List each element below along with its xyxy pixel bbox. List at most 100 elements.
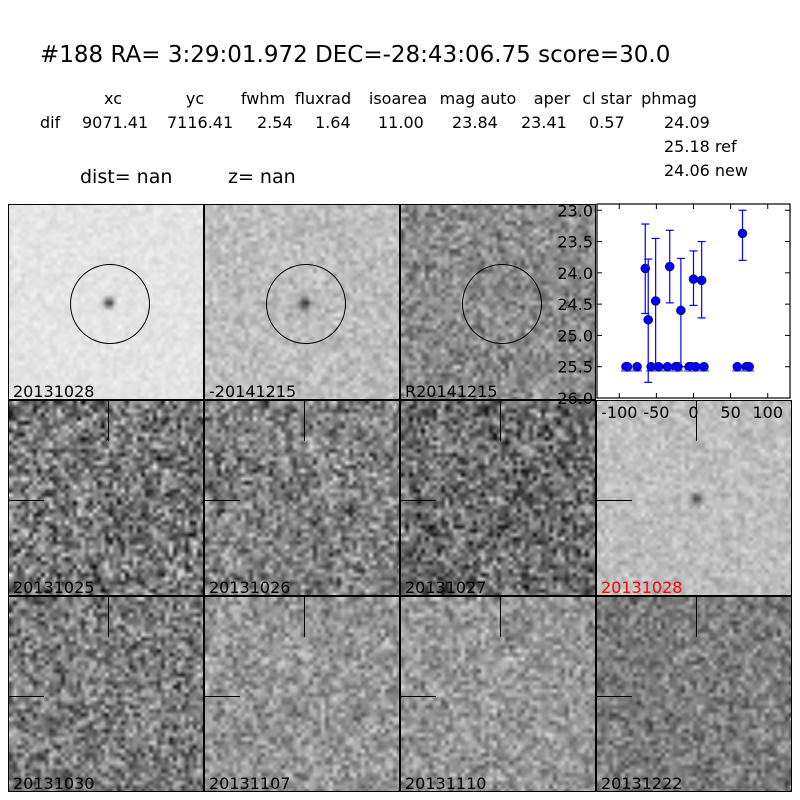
new-mag: 24.06 new <box>664 161 748 180</box>
crosshair-tick <box>500 401 502 441</box>
cutout-date-label: 20131222 <box>601 774 683 792</box>
aperture-circle <box>462 264 542 344</box>
data-point <box>650 296 661 306</box>
cutout-date-label: 20131107 <box>209 774 291 792</box>
crosshair-tick <box>500 597 502 637</box>
data-point <box>676 305 686 316</box>
crosshair-tick <box>696 597 698 637</box>
data-point <box>664 261 675 272</box>
cutout-date-label: 20131030 <box>13 774 95 792</box>
column-value: 7116.41 <box>167 113 234 132</box>
column-value: 23.41 <box>521 113 567 132</box>
upper-limit-point <box>632 361 642 372</box>
row-label: dif <box>40 113 61 132</box>
cutout-panel: 20131222 <box>596 596 792 792</box>
crosshair-tick <box>108 597 110 637</box>
cutout-image <box>9 597 203 791</box>
cutout-image <box>205 401 399 595</box>
cutout-image <box>597 597 791 791</box>
column-value: 24.09 <box>664 113 710 132</box>
x-tick-label: 50 <box>720 403 740 422</box>
y-tick-label: 25.0 <box>557 326 593 345</box>
column-header: mag auto <box>439 89 517 108</box>
z-value: z= nan <box>228 166 296 188</box>
cutout-date-label: 20131027 <box>405 578 487 596</box>
column-value: 23.84 <box>452 113 498 132</box>
aperture-circle <box>70 264 150 344</box>
cutout-panel: R20141215 <box>400 204 596 400</box>
y-tick-label: 23.5 <box>557 233 593 252</box>
cutout-image <box>597 401 791 595</box>
cutout-date-label: 20131025 <box>13 578 95 596</box>
cutout-date-label: R20141215 <box>405 382 498 400</box>
cutout-date-label: 20131110 <box>405 774 487 792</box>
crosshair-tick <box>108 401 110 441</box>
crosshair-tick <box>401 696 436 698</box>
light-curve-plot: 23.0 23.5 24.0 24.5 25.0 25.5 26.0 -100 -50 0 50 10… <box>557 201 791 422</box>
cutout-date-label: 20131028 <box>13 382 95 400</box>
y-tick-label: 24.0 <box>557 264 593 283</box>
crosshair-tick <box>205 500 240 502</box>
column-header: fluxrad <box>294 89 352 108</box>
cutout-panel: 20131030 <box>8 596 204 792</box>
upper-limit-point <box>699 361 709 372</box>
crosshair-tick <box>696 401 698 441</box>
data-point <box>696 275 707 286</box>
crosshair-tick <box>304 597 306 637</box>
upper-limit-point <box>732 361 743 372</box>
y-tick-label: 23.0 <box>557 201 593 220</box>
crosshair-tick <box>597 696 632 698</box>
y-tick-label: 26.0 <box>557 389 593 408</box>
cutout-image <box>401 597 595 791</box>
column-header: cl star <box>582 89 632 108</box>
crosshair-tick <box>205 696 240 698</box>
cutout-panel: 20131025 <box>8 400 204 596</box>
column-value: 9071.41 <box>82 113 149 132</box>
crosshair-tick <box>9 696 44 698</box>
cutout-image <box>205 597 399 791</box>
y-tick-label: 25.5 <box>557 358 593 377</box>
upper-limit-point <box>744 361 754 372</box>
column-header: xc <box>104 89 122 108</box>
cutout-panel: 20131110 <box>400 596 596 792</box>
x-tick-label: -100 <box>601 403 637 422</box>
data-point <box>688 274 699 284</box>
crosshair-tick <box>9 500 44 502</box>
column-value: 0.57 <box>589 113 625 132</box>
crosshair-tick <box>597 500 632 502</box>
figure-title: #188 RA= 3:29:01.972 DEC=-28:43:06.75 sc… <box>40 42 671 68</box>
column-header: isoarea <box>368 89 428 108</box>
data-point <box>643 315 653 325</box>
upper-limit-point <box>662 361 673 372</box>
cutout-panel: 20131028 <box>8 204 204 400</box>
cutout-date-label: 20131028 <box>601 578 683 596</box>
x-tick-label: -50 <box>643 403 669 422</box>
cutout-panel: 20131027 <box>400 400 596 596</box>
data-point <box>737 228 748 239</box>
cutout-image <box>9 401 203 595</box>
upper-limit-point <box>690 361 701 372</box>
cutout-image <box>401 401 595 595</box>
upper-limit-point <box>622 361 633 372</box>
column-header: yc <box>185 89 205 108</box>
dist-value: dist= nan <box>80 166 173 188</box>
column-value: 2.54 <box>257 113 293 132</box>
ref-mag: 25.18 ref <box>664 137 737 156</box>
column-value: 11.00 <box>378 113 424 132</box>
y-tick-label: 24.5 <box>557 295 593 314</box>
cutout-date-label: -20141215 <box>209 382 297 400</box>
column-header: fwhm <box>240 89 286 108</box>
cutout-panel: -20141215 <box>204 204 400 400</box>
aperture-circle <box>266 264 346 344</box>
cutout-date-label: 20131026 <box>209 578 291 596</box>
cutout-panel: 20131107 <box>204 596 400 792</box>
column-value: 1.64 <box>315 113 351 132</box>
data-point <box>640 263 650 274</box>
column-header: aper <box>533 89 571 108</box>
column-header: phmag <box>641 89 697 108</box>
crosshair-tick <box>401 500 436 502</box>
cutout-panel: 20131026 <box>204 400 400 596</box>
crosshair-tick <box>304 401 306 441</box>
x-tick-label: 100 <box>752 403 783 422</box>
x-tick-label: 0 <box>688 403 698 422</box>
